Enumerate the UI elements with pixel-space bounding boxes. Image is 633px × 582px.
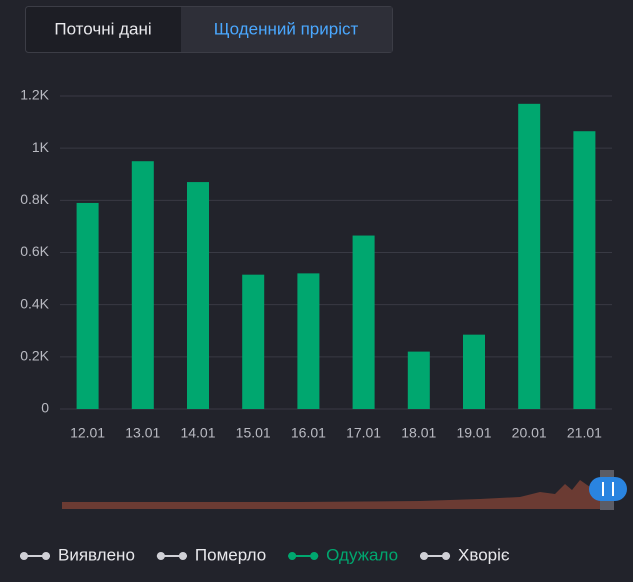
y-tick-label: 0.6K (20, 243, 49, 259)
legend-icon (420, 552, 429, 560)
x-tick-label: 18.01 (401, 425, 436, 441)
legend-icon (288, 552, 297, 560)
legend-label: Виявлено (58, 545, 135, 564)
legend-icon (310, 552, 319, 560)
bar (518, 103, 541, 409)
y-tick-label: 0.2K (20, 348, 49, 364)
x-tick-label: 15.01 (236, 425, 271, 441)
x-tick-label: 17.01 (346, 425, 381, 441)
tab-active[interactable]: Щоденний приріст (214, 19, 359, 38)
x-tick-label: 21.01 (567, 425, 602, 441)
bar (76, 202, 99, 409)
x-tick-label: 13.01 (125, 425, 160, 441)
bar (407, 351, 430, 409)
y-tick-label: 1K (32, 139, 50, 155)
legend-item[interactable]: Хворіє (420, 545, 510, 564)
legend-icon (20, 552, 28, 560)
x-tick-label: 19.01 (456, 425, 491, 441)
bar (242, 274, 265, 409)
bar (131, 161, 154, 409)
bar (297, 273, 320, 409)
bar (573, 131, 596, 409)
tab-active-bg (181, 7, 392, 52)
y-tick-label: 1.2K (20, 87, 49, 103)
legend-icon (442, 552, 451, 560)
x-tick-label: 14.01 (180, 425, 215, 441)
y-tick-label: 0 (41, 400, 49, 416)
legend-label: Померло (195, 545, 266, 564)
tab[interactable]: Поточні дані (54, 19, 151, 38)
legend-item[interactable]: Померло (156, 545, 266, 564)
legend-item[interactable]: Виявлено (20, 545, 135, 564)
x-tick-label: 12.01 (70, 425, 105, 441)
legend-icon (178, 552, 187, 560)
bar (187, 182, 209, 409)
navigator (62, 470, 627, 510)
y-tick-label: 0.4K (20, 295, 49, 311)
legend-label: Одужало (326, 545, 398, 564)
x-tick-label: 20.01 (512, 425, 547, 441)
y-tick-label: 0.8K (20, 191, 49, 207)
bar (352, 235, 375, 409)
legend-item[interactable]: Одужало (288, 545, 398, 564)
legend-icon (156, 552, 165, 560)
bar (463, 334, 485, 409)
legend-label: Хворіє (458, 545, 510, 564)
legend-icon (42, 552, 50, 560)
x-tick-label: 16.01 (291, 425, 326, 441)
